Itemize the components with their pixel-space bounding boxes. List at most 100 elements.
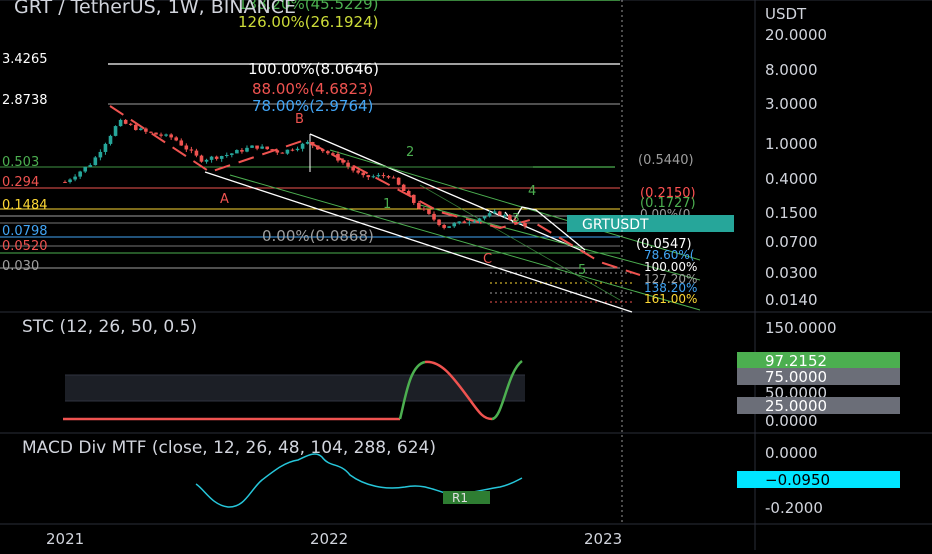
candle-body [219,155,224,159]
wave-label-a: A [220,192,229,207]
time-axis: 2021 2022 2023 [46,0,623,548]
candle-body [341,160,345,163]
candle-body [457,221,462,224]
candle-body [487,213,492,217]
candle-body [240,150,244,152]
candle-body [275,150,280,153]
macd-divergence-box [443,491,490,504]
candle-body [406,191,411,195]
fib-label-88: 88.00%(4.6823) [252,80,373,98]
candle-body [235,150,239,154]
candle-body [305,142,310,144]
candle-body [361,172,366,176]
y-tick-015: 0.1500 [765,204,818,222]
fib-right-1: (0.5440) [638,153,694,168]
candle-body [118,119,123,127]
edge-label-4: 0.294 [2,175,39,190]
candle-body [346,162,350,167]
fib-left-labels: 138.20%(45.5229) 126.00%(26.1924) 100.00… [238,0,379,245]
candle-body [417,202,421,209]
stc-line-green-2 [491,359,523,421]
stc-badge-75 [737,368,900,385]
stc-line-green-1 [398,360,426,420]
macd-title: MACD Div MTF (close, 12, 26, 48, 104, 28… [22,438,437,458]
chart-title: GRT / TetherUS, 1W, BINANCE [14,0,297,18]
stc-title: STC (12, 26, 50, 0.5) [22,317,198,337]
candle-body [73,176,77,180]
candle-body [189,149,194,151]
candle-body [209,156,214,160]
y-tick-20: 20.0000 [765,26,827,44]
candle-body [437,219,441,225]
candle-body [310,142,315,146]
candle-body [88,165,93,167]
candle-body [371,176,376,178]
candle-body [68,179,72,183]
left-edge-labels: 3.4265 2.8738 0.503 0.294 0.1484 0.0798 … [2,52,48,274]
candle-body [128,123,133,125]
fib-label-100: 100.00%(8.0646) [248,60,379,78]
stc-badge-75-text: 75.0000 [765,368,827,386]
wave-label-4: 4 [528,184,536,199]
wave-label-1: 1 [383,197,391,212]
fib-right-6: 78.60%( [644,248,694,262]
wave-label-c: C [483,252,492,267]
y-tick-8: 8.0000 [765,61,818,79]
edge-label-7: 0.0520 [2,239,48,254]
candle-body [518,222,522,224]
candle-body [169,134,173,138]
candle-body [508,215,512,220]
candle-body [356,170,360,173]
candle-body [250,145,254,148]
candle-body [103,143,108,152]
fib-right-5: (0.0547) [636,237,692,252]
x-tick-2022: 2022 [310,530,348,548]
candle-body [422,208,426,210]
candle-body [452,223,457,227]
wave-label-2: 2 [406,145,414,160]
stc-tick-150: 150.0000 [765,319,837,337]
candle-body [133,124,138,130]
candle-body [270,149,275,151]
candle-body [477,218,482,222]
stc-badge-97-text: 97.2152 [765,352,827,370]
candle-body [321,149,325,152]
price-axis: USDT 20.0000 8.0000 3.0000 1.0000 0.4000… [765,5,827,309]
candle-body [184,145,189,150]
candle-body [442,224,446,228]
candle-body [336,154,340,161]
y-tick-3: 3.0000 [765,95,818,113]
candle-body [255,145,259,149]
macd-divergence-label: R1 [452,491,468,505]
edge-label-2: 2.8738 [2,93,48,108]
y-tick-0014: 0.0140 [765,291,818,309]
candle-body [93,157,98,166]
fib-right-9: 138.20% [644,281,697,295]
candle-body [285,149,290,154]
candle-body [230,153,234,155]
candle-body [386,176,391,178]
price-badge-label: GRTUSDT [582,217,649,233]
candle-body [159,134,163,136]
candle-body [164,134,168,136]
macd-tick-neg02: -0.2000 [765,499,823,517]
stc-badge-25-text: 25.0000 [765,397,827,415]
candle-body [315,145,320,150]
edge-label-5: 0.1484 [2,198,48,213]
axis-currency: USDT [765,5,807,23]
edge-label-1: 3.4265 [2,52,48,67]
fib-label-78: 78.00%(2.9764) [252,97,373,115]
stc-line-red-2 [424,360,493,421]
macd-tick-0: 0.0000 [765,444,818,462]
candle-body [174,137,179,141]
y-tick-003: 0.0300 [765,264,818,282]
candle-body [199,155,204,162]
edge-label-3: 0.503 [2,155,39,170]
candle-body [366,175,371,178]
candles [63,118,527,230]
y-tick-04: 0.4000 [765,170,818,188]
candle-body [214,156,219,159]
candle-body [300,143,305,149]
